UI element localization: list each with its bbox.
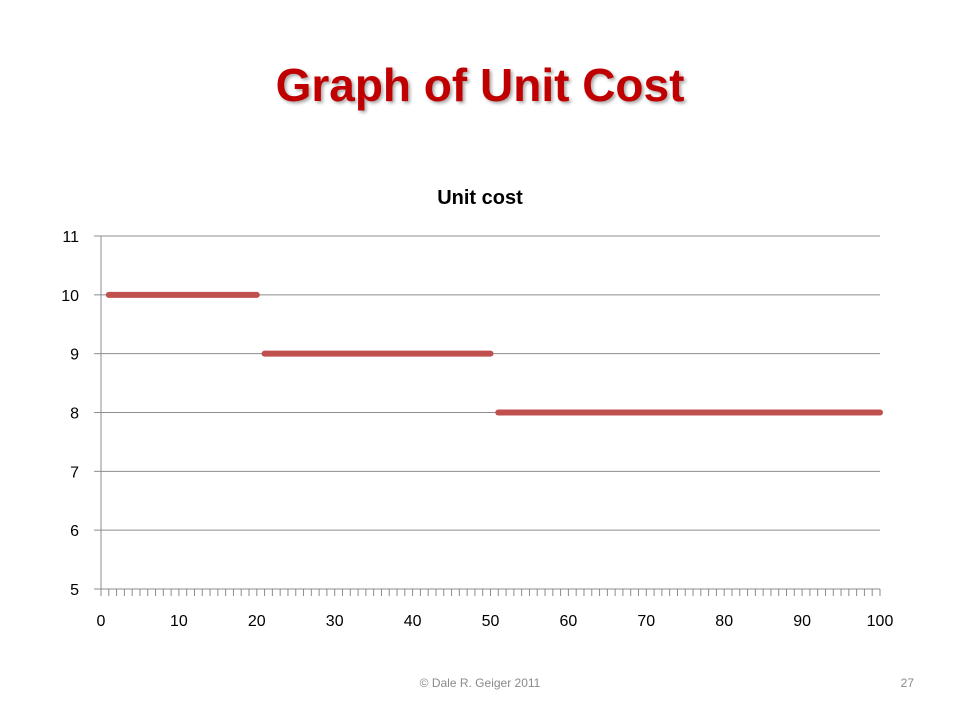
series-unit-cost [105, 291, 883, 416]
x-tick-label-0: 0 [97, 613, 106, 630]
y-tick-label-11: 11 [62, 229, 79, 246]
x-tick-label-100: 100 [867, 613, 894, 630]
x-tick-label-30: 30 [326, 613, 344, 630]
x-tick-label-80: 80 [715, 613, 733, 630]
x-tick-label-20: 20 [248, 613, 266, 630]
x-tick-label-70: 70 [637, 613, 655, 630]
x-tick-label-10: 10 [170, 613, 188, 630]
x-tick-label-50: 50 [482, 613, 500, 630]
y-tick-label-5: 5 [70, 582, 79, 599]
tick-labels: 5 6 7 8 9 10 11 0 10 20 30 40 50 60 70 80 90 100 [61, 229, 893, 630]
gridlines [101, 235, 880, 531]
x-tick-label-90: 90 [793, 613, 811, 630]
y-tick-label-9: 9 [70, 347, 79, 364]
y-tick-label-7: 7 [70, 464, 79, 481]
axes [94, 235, 881, 596]
slide-title: Graph of Unit Cost [275, 59, 685, 111]
page-number: 27 [900, 676, 914, 690]
x-tick-label-60: 60 [560, 613, 578, 630]
y-tick-label-8: 8 [70, 406, 79, 423]
y-tick-label-10: 10 [61, 288, 79, 305]
chart-title: Unit cost [437, 187, 523, 209]
footer-copyright: © Dale R. Geiger 2011 [419, 676, 541, 690]
y-tick-label-6: 6 [70, 523, 79, 540]
x-tick-label-40: 40 [404, 613, 422, 630]
